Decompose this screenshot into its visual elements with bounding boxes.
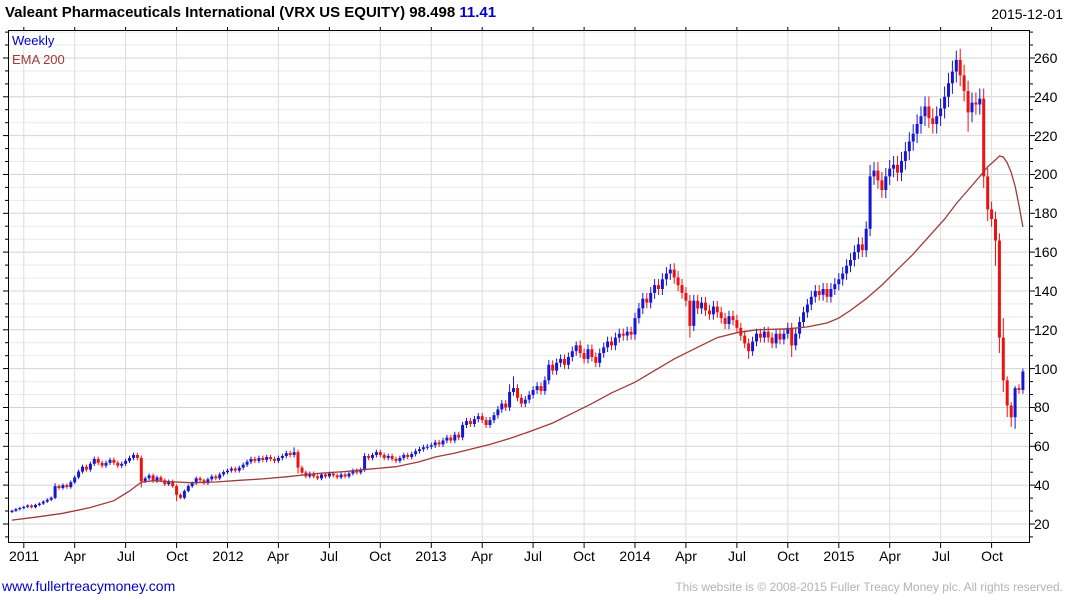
time-axis-label: Apr xyxy=(64,548,86,564)
time-axis-label: 2013 xyxy=(415,548,447,564)
time-axis-label: Apr xyxy=(471,548,493,564)
price-axis-label: 220 xyxy=(1034,128,1058,144)
price-axis-label: 240 xyxy=(1034,89,1058,105)
time-axis-label: Oct xyxy=(369,548,391,564)
time-axis-label: Oct xyxy=(777,548,799,564)
time-axis-label: Oct xyxy=(573,548,595,564)
time-axis-label: Jul xyxy=(932,548,950,564)
time-axis-label: Apr xyxy=(879,548,901,564)
time-axis-label: Jul xyxy=(728,548,746,564)
time-axis-label: Jul xyxy=(524,548,542,564)
time-axis-label: Apr xyxy=(675,548,697,564)
footer-site-link[interactable]: www.fullertreacymoney.com xyxy=(2,578,176,594)
time-axis-label: Jul xyxy=(320,548,338,564)
price-axis-label: 80 xyxy=(1034,399,1050,415)
price-axis-label: 20 xyxy=(1034,516,1050,532)
price-axis-label: 180 xyxy=(1034,205,1058,221)
price-axis-label: 200 xyxy=(1034,166,1058,182)
candlestick-plot xyxy=(3,27,1035,548)
time-axis-label: Oct xyxy=(981,548,1003,564)
time-axis-label: 2012 xyxy=(212,548,244,564)
legend-weekly: Weekly xyxy=(12,33,55,48)
chart-legend: Weekly EMA 200 xyxy=(12,31,65,69)
price-axis-label: 140 xyxy=(1034,283,1058,299)
time-axis-label: 2015 xyxy=(823,548,855,564)
instrument-name: Valeant Pharmaceuticals International (V… xyxy=(5,4,406,21)
time-axis-label: Jul xyxy=(117,548,135,564)
price-axis-label: 60 xyxy=(1034,438,1050,454)
time-axis-label: Oct xyxy=(166,548,188,564)
price-axis-label: 120 xyxy=(1034,322,1058,338)
time-axis-label: Apr xyxy=(267,548,289,564)
last-price: 98.498 xyxy=(409,4,456,21)
legend-ema-200: EMA 200 xyxy=(12,52,65,67)
time-axis-label: 2014 xyxy=(619,548,651,564)
chart-title: Valeant Pharmaceuticals International (V… xyxy=(5,4,496,21)
chart-date: 2015-12-01 xyxy=(991,6,1063,22)
price-change: 11.41 xyxy=(459,4,497,21)
price-axis-label: 100 xyxy=(1034,361,1058,377)
price-axis-label: 160 xyxy=(1034,244,1058,260)
candlestick-chart xyxy=(3,27,1035,548)
time-axis-label: 2011 xyxy=(8,548,40,564)
price-axis-label: 260 xyxy=(1034,50,1058,66)
footer-copyright: This website is © 2008-2015 Fuller Treac… xyxy=(675,580,1063,594)
price-axis-label: 40 xyxy=(1034,477,1050,493)
